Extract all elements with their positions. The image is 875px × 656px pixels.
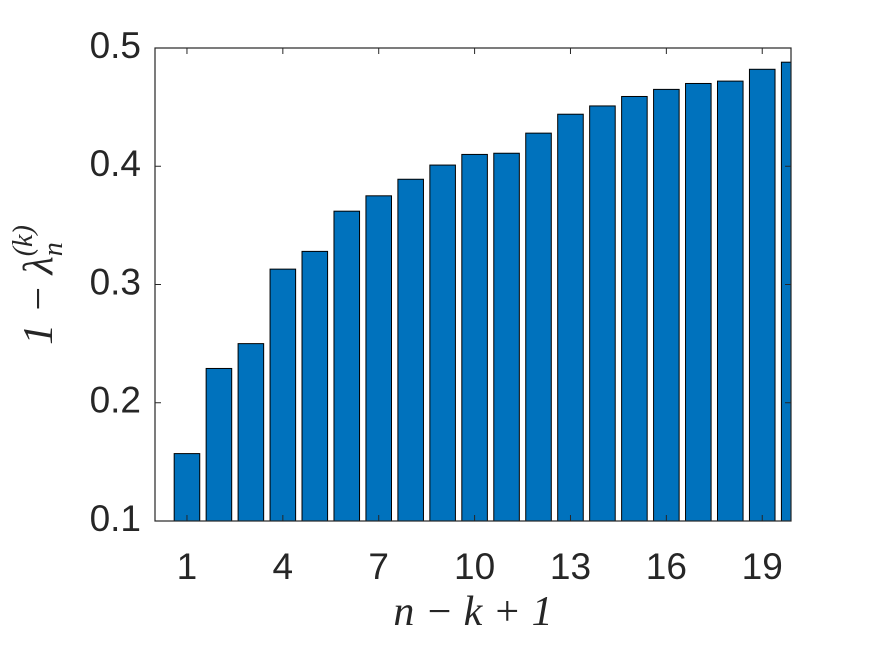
y-tick-label: 0.1 [90, 498, 141, 539]
bars [173, 61, 791, 521]
bar [429, 164, 456, 521]
y-tick-label: 0.5 [90, 25, 141, 66]
bar [621, 95, 648, 521]
bar [333, 210, 361, 521]
bar [461, 153, 488, 521]
bar [589, 105, 616, 521]
x-tick-label: 19 [742, 546, 783, 587]
x-tick-label: 16 [646, 546, 687, 587]
bar [365, 195, 393, 521]
y-label-base: 1 − λ [16, 256, 62, 345]
bar [685, 82, 712, 521]
bar [748, 68, 776, 521]
bar [493, 152, 520, 521]
x-axis-label: n − k + 1 [393, 589, 552, 635]
y-label-sub: n [38, 242, 69, 256]
bar [269, 268, 297, 521]
x-tick-label: 13 [550, 546, 591, 587]
bar [653, 88, 680, 521]
bar [301, 250, 329, 521]
bar [397, 178, 424, 521]
y-tick-label: 0.4 [90, 143, 141, 184]
bar [205, 367, 233, 521]
bar [716, 80, 744, 521]
bar [237, 343, 265, 521]
bar [557, 113, 584, 521]
y-label-sup: (k) [8, 225, 39, 256]
x-tick-label: 4 [273, 546, 294, 587]
bar [173, 453, 201, 521]
x-tick-label: 1 [177, 546, 198, 587]
y-tick-label: 0.3 [90, 261, 141, 302]
bar [780, 61, 791, 521]
bar [525, 132, 552, 521]
x-tick-label: 7 [368, 546, 389, 587]
y-axis-label: 1 − λn(k) [8, 225, 69, 345]
y-tick-label: 0.2 [90, 380, 141, 421]
x-tick-label: 10 [454, 546, 495, 587]
